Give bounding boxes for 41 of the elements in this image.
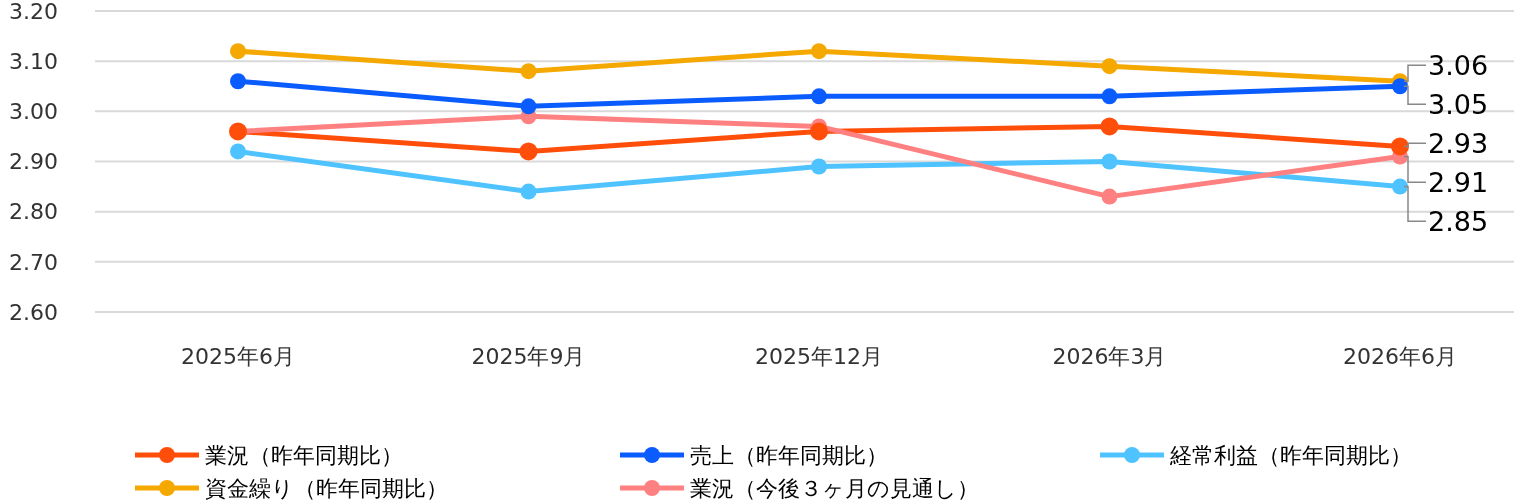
point: [230, 43, 246, 60]
y-tick-label: 3.20: [9, 0, 58, 24]
point: [520, 98, 537, 115]
y-tick-label: 3.10: [9, 48, 58, 74]
data-label: 2.93: [1428, 127, 1489, 159]
point: [230, 143, 246, 160]
y-tick-label: 2.60: [9, 299, 58, 325]
data-label: 3.05: [1428, 88, 1489, 120]
point: [520, 63, 537, 80]
point: [1101, 153, 1118, 170]
point: [1101, 88, 1118, 105]
data-label: 2.91: [1428, 166, 1489, 198]
y-tick-label: 2.70: [9, 249, 58, 275]
point: [230, 73, 246, 90]
y-tick-label: 3.00: [9, 99, 58, 125]
data-label: 2.85: [1428, 205, 1489, 237]
x-tick-label: 2025年9月: [471, 343, 586, 369]
point: [519, 142, 538, 161]
legend-label: 経常利益（昨年同期比）: [1169, 442, 1412, 468]
point: [1392, 78, 1408, 95]
point: [811, 43, 827, 60]
x-tick-label: 2026年3月: [1052, 343, 1167, 369]
point: [1101, 58, 1118, 75]
point: [810, 122, 828, 141]
point: [1101, 188, 1118, 205]
point: [520, 183, 537, 200]
x-tick-label: 2025年12月: [755, 343, 883, 369]
x-tick-label: 2025年6月: [181, 343, 295, 369]
y-tick-label: 2.80: [9, 199, 58, 225]
y-tick-label: 2.90: [9, 149, 58, 175]
x-tick-label: 2026年6月: [1343, 343, 1457, 369]
legend-label: 業況（昨年同期比）: [205, 442, 403, 468]
point: [1392, 178, 1408, 195]
point: [811, 88, 827, 105]
legend-label: 売上（昨年同期比）: [690, 442, 888, 468]
point: [1391, 137, 1409, 156]
data-label: 3.06: [1428, 49, 1489, 81]
legend-label: 資金繰り（昨年同期比）: [205, 475, 448, 501]
point: [1100, 117, 1119, 136]
point: [811, 158, 827, 175]
legend-label: 業況（今後３ヶ月の見通し）: [690, 475, 979, 501]
